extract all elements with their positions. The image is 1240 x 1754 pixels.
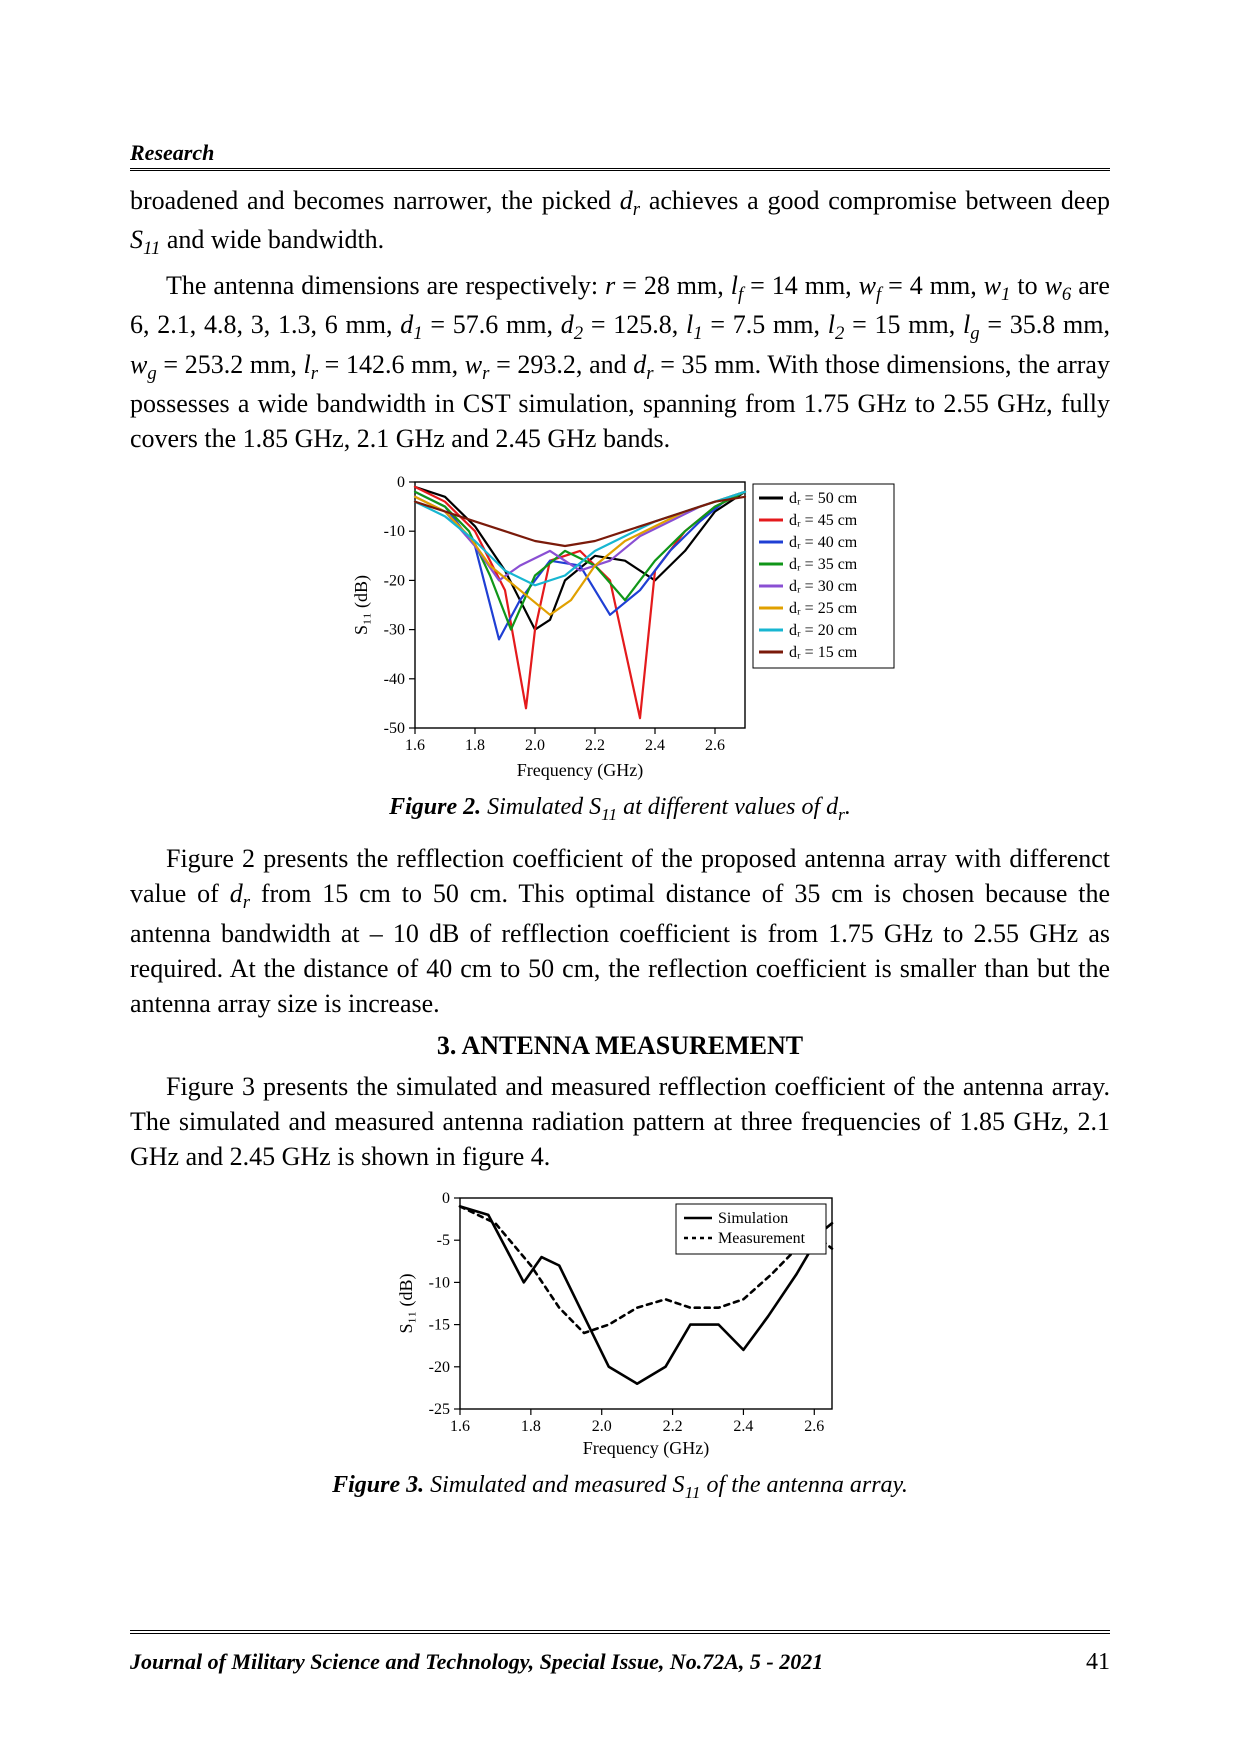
svg-text:Frequency (GHz): Frequency (GHz) (517, 760, 643, 781)
p1-c: and wide bandwidth. (160, 225, 384, 254)
figure-2-chart: 1.6 1.8 2.0 2.2 2.4 2.6 -50 -40 -30 -20 -10 0 Freque… (130, 466, 1110, 786)
svg-text:2.6: 2.6 (804, 1418, 824, 1435)
page: Research broadened and becomes narrower,… (0, 0, 1240, 1754)
svg-text:1.6: 1.6 (450, 1418, 470, 1435)
svg-text:S₁₁ (dB): S₁₁ (dB) (351, 575, 372, 635)
svg-text:2.4: 2.4 (733, 1418, 753, 1435)
svg-text:dᵣ = 35 cm: dᵣ = 35 cm (789, 556, 858, 573)
page-number: 41 (1086, 1649, 1110, 1676)
svg-text:1.6: 1.6 (405, 737, 425, 754)
para-2: The antenna dimensions are respectively:… (130, 268, 1110, 457)
svg-text:0: 0 (442, 1190, 450, 1207)
svg-text:dᵣ = 40 cm: dᵣ = 40 cm (789, 534, 858, 551)
svg-text:-5: -5 (437, 1233, 450, 1250)
para-1: broadened and becomes narrower, the pick… (130, 183, 1110, 262)
figure-2-caption: Figure 2. Simulated S11 at different val… (130, 794, 1110, 825)
para-3: Figure 2 presents the refflection coeffi… (130, 841, 1110, 1021)
svg-text:dᵣ = 30 cm: dᵣ = 30 cm (789, 578, 858, 595)
svg-text:0: 0 (397, 474, 405, 491)
svg-text:1.8: 1.8 (465, 737, 485, 754)
svg-text:2.0: 2.0 (525, 737, 545, 754)
heading-3: 3. ANTENNA MEASUREMENT (130, 1031, 1110, 1061)
figure-3-caption: Figure 3. Simulated and measured S11 of … (130, 1472, 1110, 1503)
svg-text:Frequency (GHz): Frequency (GHz) (583, 1438, 709, 1459)
svg-text:-15: -15 (429, 1317, 450, 1334)
svg-text:-20: -20 (384, 573, 405, 590)
section-header: Research (130, 140, 1110, 171)
svg-text:dᵣ = 50 cm: dᵣ = 50 cm (789, 490, 858, 507)
svg-text:2.2: 2.2 (585, 737, 605, 754)
svg-text:dᵣ = 25 cm: dᵣ = 25 cm (789, 600, 858, 617)
svg-text:Measurement: Measurement (718, 1230, 806, 1247)
svg-text:2.6: 2.6 (705, 737, 725, 754)
svg-text:-10: -10 (429, 1275, 450, 1292)
svg-text:-30: -30 (384, 622, 405, 639)
svg-text:-20: -20 (429, 1359, 450, 1376)
svg-text:S₁₁ (dB): S₁₁ (dB) (396, 1274, 417, 1334)
para-4: Figure 3 presents the simulated and meas… (130, 1069, 1110, 1174)
svg-text:dᵣ = 20 cm: dᵣ = 20 cm (789, 622, 858, 639)
svg-text:2.2: 2.2 (663, 1418, 683, 1435)
footer: Journal of Military Science and Technolo… (130, 1649, 1110, 1676)
p1-b: achieves a good compromise between deep (640, 186, 1110, 215)
svg-text:Simulation: Simulation (718, 1210, 788, 1227)
figure-2-svg: 1.6 1.8 2.0 2.2 2.4 2.6 -50 -40 -30 -20 -10 0 Freque… (340, 466, 900, 786)
svg-text:-25: -25 (429, 1401, 450, 1418)
figure-3-svg: 1.6 1.8 2.0 2.2 2.4 2.6 -25 -20 -15 -10 -5 0 Frequen… (390, 1184, 850, 1464)
svg-text:-10: -10 (384, 524, 405, 541)
svg-text:dᵣ = 15 cm: dᵣ = 15 cm (789, 644, 858, 661)
svg-text:-40: -40 (384, 671, 405, 688)
footer-rule (130, 1630, 1110, 1634)
footer-journal: Journal of Military Science and Technolo… (130, 1649, 823, 1676)
p1-a: broadened and becomes narrower, the pick… (130, 186, 620, 215)
svg-text:dᵣ = 45 cm: dᵣ = 45 cm (789, 512, 858, 529)
svg-text:1.8: 1.8 (521, 1418, 541, 1435)
svg-text:2.4: 2.4 (645, 737, 665, 754)
svg-text:2.0: 2.0 (592, 1418, 612, 1435)
svg-text:-50: -50 (384, 720, 405, 737)
figure-3-chart: 1.6 1.8 2.0 2.2 2.4 2.6 -25 -20 -15 -10 -5 0 Frequen… (130, 1184, 1110, 1464)
